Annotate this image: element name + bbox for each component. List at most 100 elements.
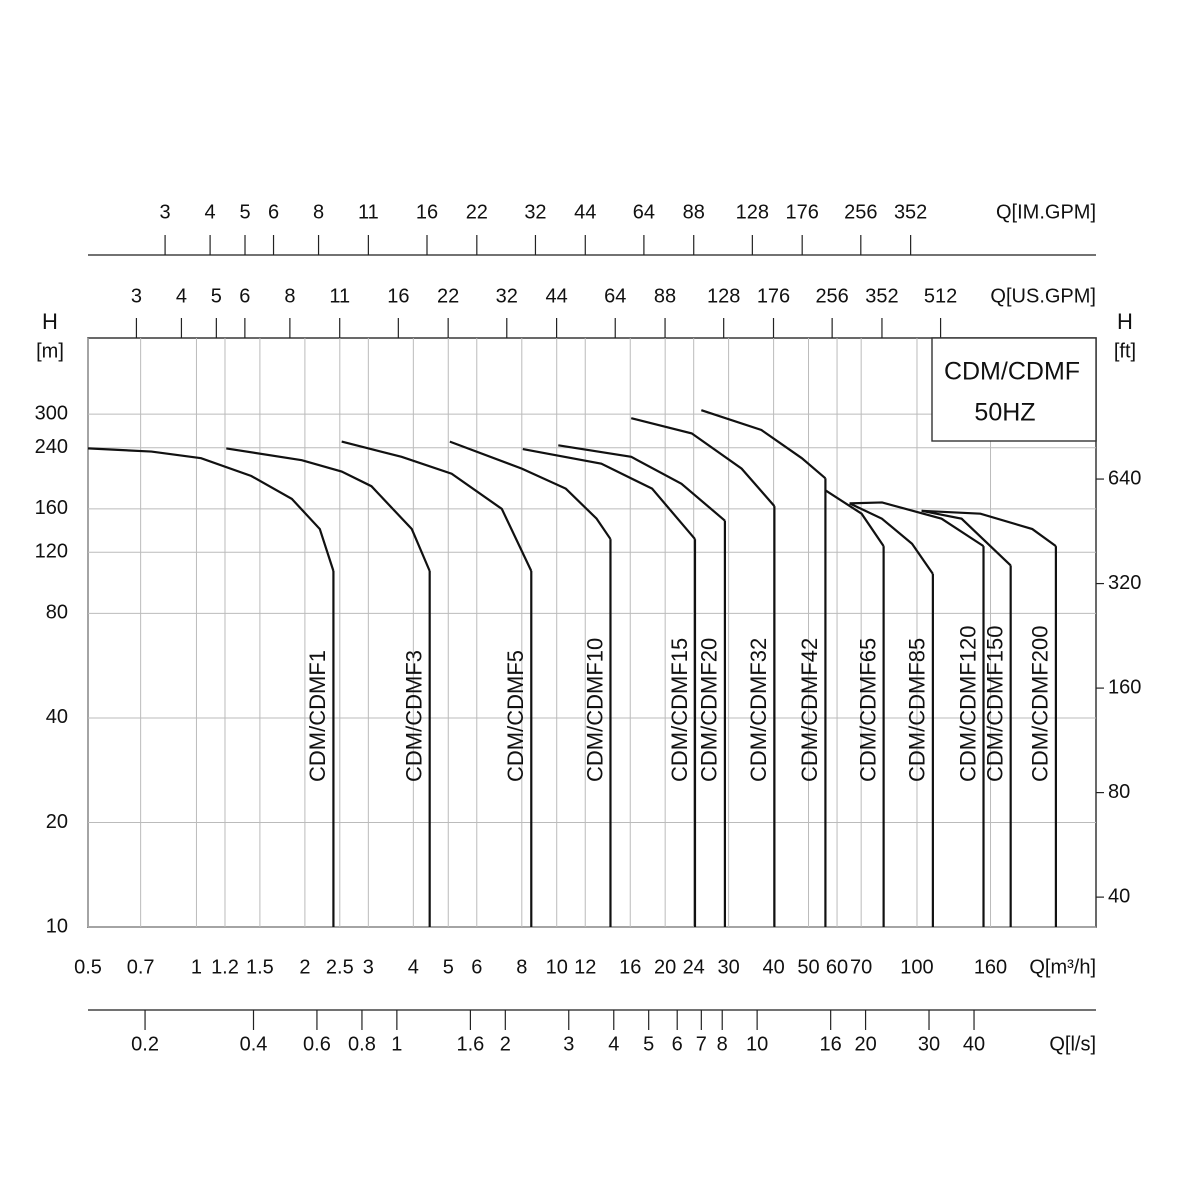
x_im-tick-label: 64 bbox=[633, 201, 655, 223]
curve-label: CDM/CDMF200 bbox=[1028, 626, 1053, 782]
x_us-tick-label: 8 bbox=[284, 285, 295, 307]
x_us-tick-label: 512 bbox=[924, 285, 957, 307]
y2-tick-label: 40 bbox=[1108, 885, 1130, 907]
x_us-tick-label: 128 bbox=[707, 285, 740, 307]
y2-axis-symbol: H bbox=[1117, 309, 1133, 334]
y2-tick-label: 320 bbox=[1108, 572, 1141, 594]
x-tick-label: 50 bbox=[797, 956, 819, 978]
y-tick-label: 40 bbox=[46, 706, 68, 728]
y-tick-label: 10 bbox=[46, 915, 68, 937]
x_ls-tick-label: 0.8 bbox=[348, 1033, 376, 1055]
curve-label: CDM/CDMF42 bbox=[797, 638, 822, 782]
y-tick-label: 20 bbox=[46, 811, 68, 833]
x_ls-tick-label: 10 bbox=[746, 1033, 768, 1055]
x-tick-label: 100 bbox=[900, 956, 933, 978]
x_im-tick-label: 22 bbox=[466, 201, 488, 223]
x-tick-label: 40 bbox=[762, 956, 784, 978]
x_im-tick-label: 11 bbox=[358, 201, 379, 223]
y-tick-label: 80 bbox=[46, 602, 68, 624]
x_ls-tick-label: 0.4 bbox=[240, 1033, 268, 1055]
pump-curve bbox=[849, 502, 934, 575]
x_ls-tick-label: 40 bbox=[963, 1033, 985, 1055]
pump-curve bbox=[849, 501, 985, 548]
x_ls-tick-label: 3 bbox=[563, 1033, 574, 1055]
pump-curve bbox=[824, 489, 885, 547]
curve-label: CDM/CDMF1 bbox=[305, 650, 330, 782]
x_im-tick-label: 6 bbox=[268, 201, 279, 223]
y-axis-unit: [m] bbox=[36, 340, 64, 362]
x-tick-label: 2 bbox=[299, 956, 310, 978]
x-tick-label: 10 bbox=[546, 956, 568, 978]
pump-curve bbox=[558, 444, 726, 522]
x-tick-label: 1.2 bbox=[211, 956, 239, 978]
x_im-tick-label: 256 bbox=[844, 201, 877, 223]
x_ls-tick-label: 1.6 bbox=[456, 1033, 484, 1055]
x_us-tick-label: 32 bbox=[496, 285, 518, 307]
x-tick-label: 16 bbox=[619, 956, 641, 978]
x_im-tick-label: 44 bbox=[574, 201, 596, 223]
x_us-tick-label: 352 bbox=[865, 285, 898, 307]
x_us-tick-label: 11 bbox=[329, 285, 350, 307]
x_ls-tick-label: 20 bbox=[854, 1033, 876, 1055]
x_im-tick-label: 8 bbox=[313, 201, 324, 223]
y2-tick-label: 80 bbox=[1108, 781, 1130, 803]
x_us-tick-label: 16 bbox=[387, 285, 409, 307]
x_im-tick-label: 32 bbox=[524, 201, 546, 223]
x_us-tick-label: 88 bbox=[654, 285, 676, 307]
curve-label: CDM/CDMF15 bbox=[667, 638, 692, 782]
im-axis-title: Q[IM.GPM] bbox=[996, 201, 1096, 223]
x-axis-title: Q[m³/h] bbox=[1029, 956, 1096, 978]
y2-tick-label: 160 bbox=[1108, 676, 1141, 698]
x_ls-tick-label: 2 bbox=[500, 1033, 511, 1055]
x_im-tick-label: 5 bbox=[239, 201, 250, 223]
pump-curve bbox=[341, 440, 533, 572]
box-title: CDM/CDMF bbox=[944, 358, 1080, 386]
x_ls-tick-label: 1 bbox=[391, 1033, 402, 1055]
x-tick-label: 5 bbox=[443, 956, 454, 978]
x_us-tick-label: 22 bbox=[437, 285, 459, 307]
curve-label: CDM/CDMF3 bbox=[401, 650, 426, 782]
pump-curve bbox=[921, 509, 1012, 567]
x_us-tick-label: 5 bbox=[211, 285, 222, 307]
curve-label: CDM/CDMF10 bbox=[582, 638, 607, 782]
pump-curve bbox=[87, 447, 335, 572]
x_us-tick-label: 256 bbox=[815, 285, 848, 307]
x-tick-label: 24 bbox=[683, 956, 705, 978]
model-box bbox=[931, 337, 1097, 442]
x_ls-tick-label: 30 bbox=[918, 1033, 940, 1055]
x_us-tick-label: 6 bbox=[239, 285, 250, 307]
pump-curve bbox=[522, 447, 696, 540]
x-tick-label: 6 bbox=[471, 956, 482, 978]
x_us-tick-label: 44 bbox=[545, 285, 567, 307]
y2-axis-unit: [ft] bbox=[1114, 340, 1136, 362]
x_us-tick-label: 64 bbox=[604, 285, 626, 307]
x_us-tick-label: 4 bbox=[176, 285, 187, 307]
ls-axis-title: Q[l/s] bbox=[1049, 1033, 1096, 1055]
x_us-tick-label: 176 bbox=[757, 285, 790, 307]
curve-label: CDM/CDMF5 bbox=[503, 650, 528, 782]
x-tick-label: 1 bbox=[191, 956, 202, 978]
x_im-tick-label: 16 bbox=[416, 201, 438, 223]
x-tick-label: 1.5 bbox=[246, 956, 274, 978]
x-tick-label: 160 bbox=[974, 956, 1007, 978]
curve-label: CDM/CDMF32 bbox=[746, 638, 771, 782]
y-tick-label: 300 bbox=[35, 402, 68, 424]
box-subtitle: 50HZ bbox=[974, 399, 1035, 427]
x_ls-tick-label: 16 bbox=[820, 1033, 842, 1055]
y-axis-symbol: H bbox=[42, 309, 58, 334]
x-tick-label: 0.5 bbox=[74, 956, 102, 978]
x-tick-label: 8 bbox=[516, 956, 527, 978]
x-tick-label: 3 bbox=[363, 956, 374, 978]
x-tick-label: 70 bbox=[850, 956, 872, 978]
x_ls-tick-label: 8 bbox=[717, 1033, 728, 1055]
curve-label: CDM/CDMF85 bbox=[905, 638, 930, 782]
x_ls-tick-label: 4 bbox=[608, 1033, 619, 1055]
us-axis-title: Q[US.GPM] bbox=[990, 285, 1096, 307]
pump-curve bbox=[700, 409, 827, 480]
x_ls-tick-label: 5 bbox=[643, 1033, 654, 1055]
x-tick-label: 4 bbox=[408, 956, 419, 978]
x-tick-label: 20 bbox=[654, 956, 676, 978]
curve-label: CDM/CDMF120 bbox=[955, 626, 980, 782]
x_im-tick-label: 3 bbox=[160, 201, 171, 223]
